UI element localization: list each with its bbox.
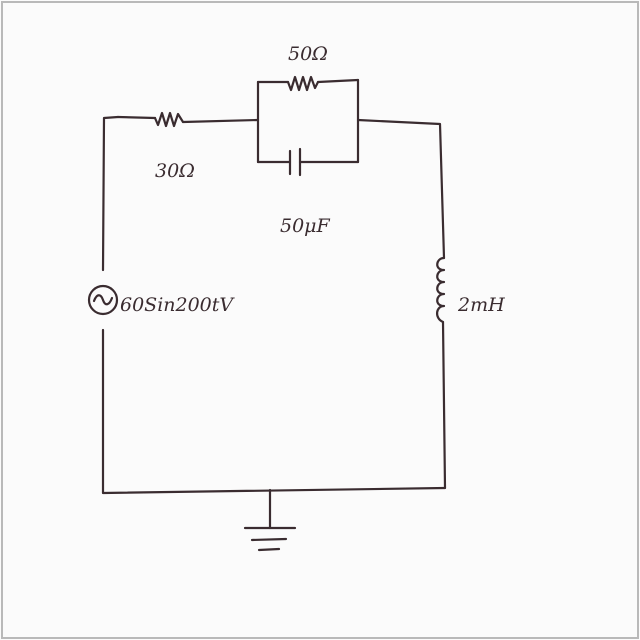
parallel-top-right bbox=[316, 78, 360, 84]
label-30-ohm: 30Ω bbox=[155, 160, 195, 182]
top-wire-mid bbox=[181, 118, 260, 124]
top-wire-right bbox=[356, 118, 446, 260]
left-wire-bottom bbox=[101, 328, 447, 495]
top-wire-left bbox=[116, 115, 157, 120]
ac-source-icon bbox=[87, 284, 119, 316]
ground-line-3 bbox=[257, 547, 281, 552]
resistor-30-ohm bbox=[153, 111, 185, 128]
inductor-2mh bbox=[436, 256, 446, 324]
capacitor-50uf bbox=[288, 147, 302, 177]
ground-icon bbox=[243, 526, 297, 552]
circuit-wires bbox=[101, 78, 447, 530]
left-wire-top bbox=[101, 115, 120, 272]
label-50-uf: 50μF bbox=[280, 215, 331, 237]
resistor-50-ohm bbox=[286, 75, 320, 92]
label-source: 60Sin200tV bbox=[120, 294, 235, 316]
label-50-ohm: 50Ω bbox=[288, 43, 328, 65]
ground-line-2 bbox=[250, 537, 288, 542]
label-2-mh: 2mH bbox=[457, 294, 505, 316]
right-wire-bottom bbox=[441, 320, 447, 490]
